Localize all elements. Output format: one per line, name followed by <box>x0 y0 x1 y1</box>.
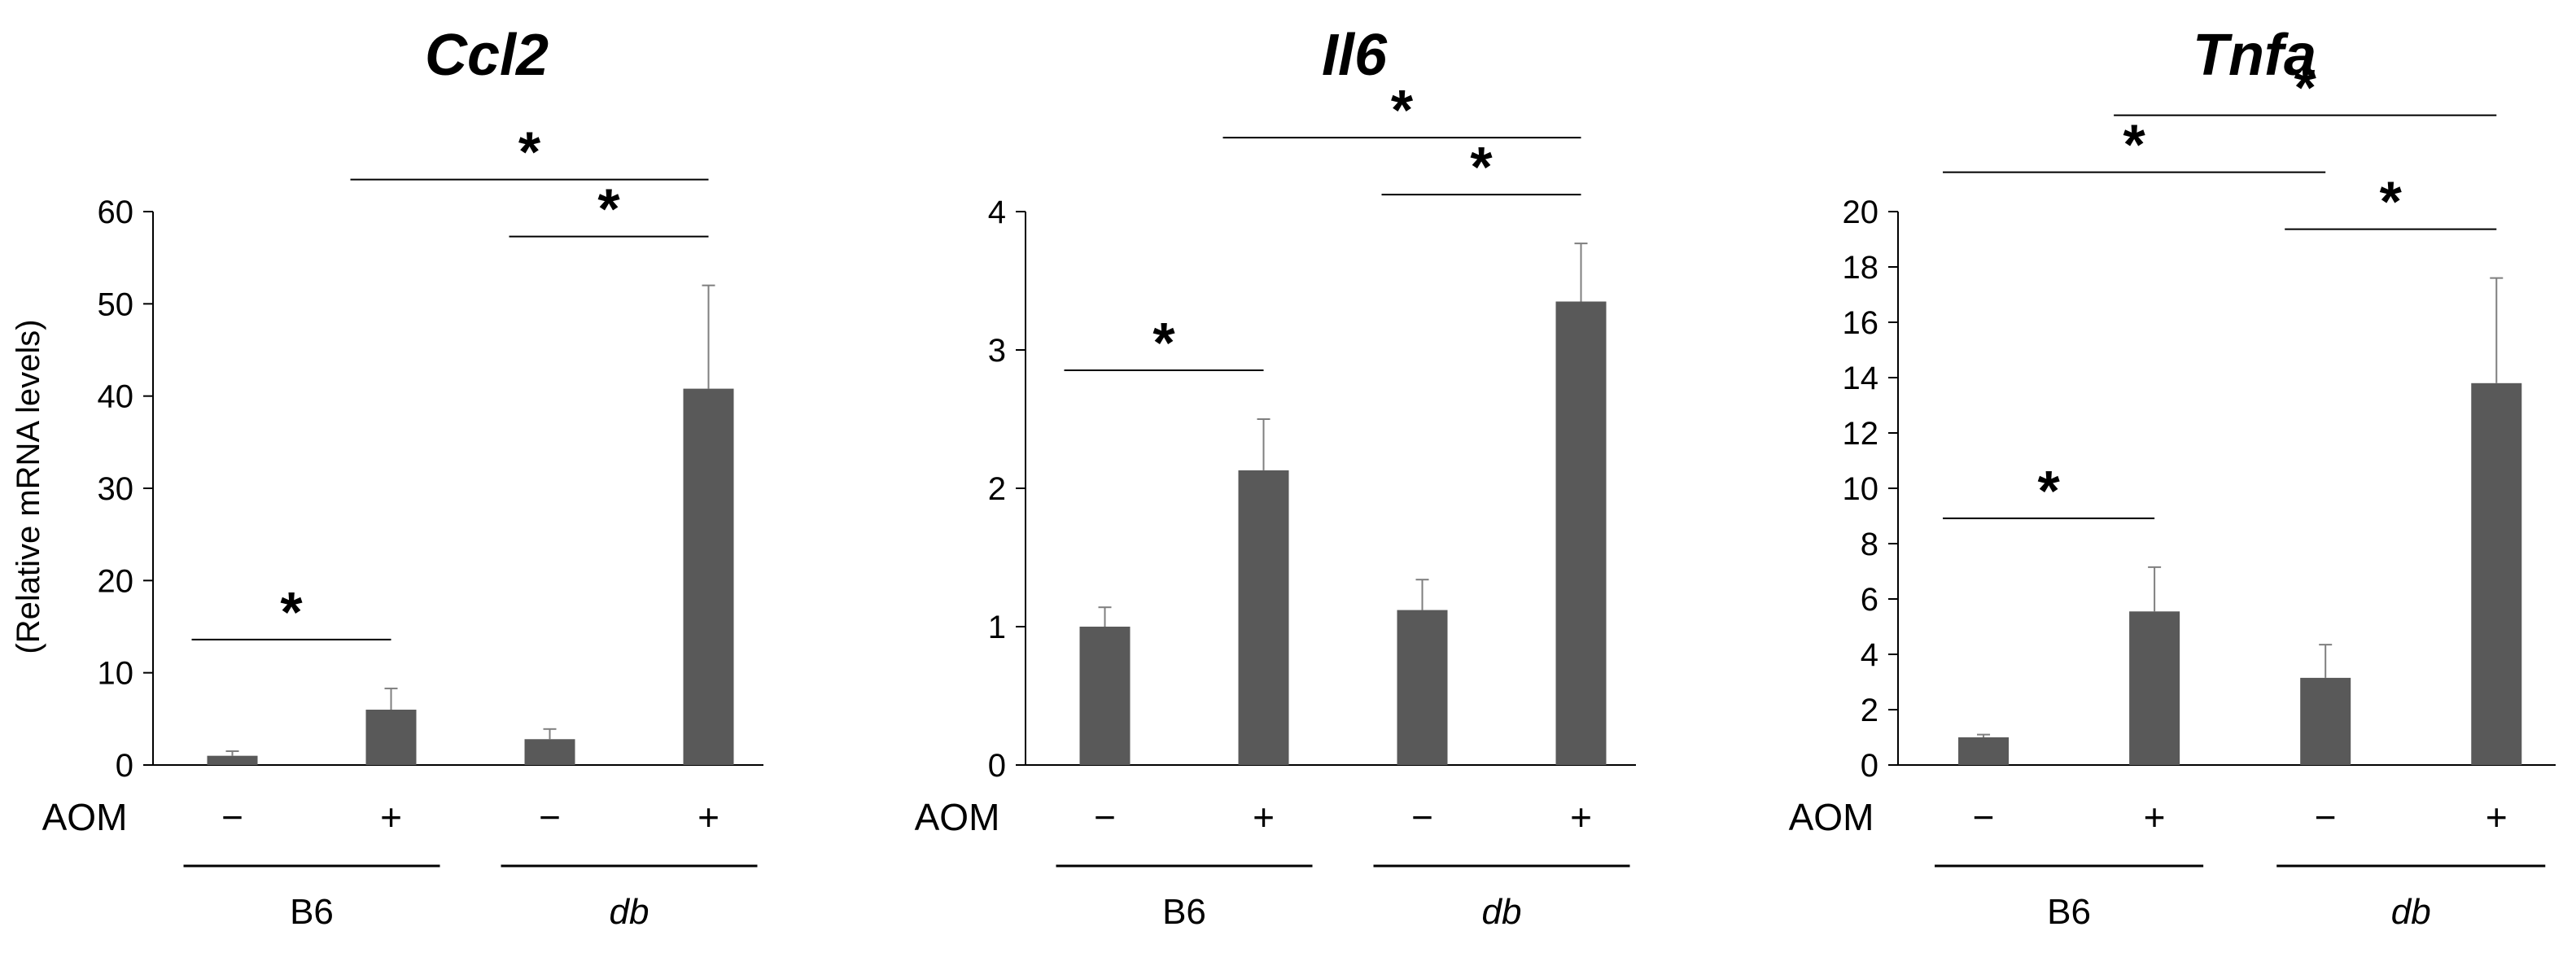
significance-star: * <box>280 580 303 644</box>
treatment-value: + <box>698 796 719 838</box>
y-tick-label: 30 <box>98 471 134 507</box>
y-tick-label: 2 <box>988 471 1006 507</box>
y-tick-label: 40 <box>98 379 134 415</box>
significance-star: * <box>2294 56 2317 120</box>
y-tick-label: 0 <box>988 748 1006 784</box>
group-label: B6 <box>1162 892 1206 932</box>
treatment-label: AOM <box>915 796 1000 838</box>
chart-title: Tnfa <box>2193 23 2316 88</box>
treatment-value: + <box>380 796 402 838</box>
group-label: B6 <box>2047 892 2091 932</box>
y-tick-label: 4 <box>988 195 1006 230</box>
group-label: db <box>1482 892 1522 932</box>
y-tick-label: 50 <box>98 286 134 322</box>
y-tick-label: 8 <box>1861 527 1878 562</box>
y-tick-label: 0 <box>116 748 133 784</box>
treatment-value: − <box>2315 796 2337 838</box>
bar <box>365 710 417 765</box>
y-tick-label: 18 <box>1843 250 1879 286</box>
significance-star: * <box>2123 113 2145 177</box>
bar <box>1079 627 1131 765</box>
treatment-value: + <box>1570 796 1592 838</box>
bar <box>1555 301 1607 765</box>
bar <box>1958 737 2010 765</box>
group-label: db <box>2391 892 2431 932</box>
treatment-value: − <box>1094 796 1116 838</box>
y-tick-label: 20 <box>1843 195 1879 230</box>
significance-star: * <box>2380 170 2403 234</box>
bar <box>2129 611 2180 765</box>
y-tick-label: 0 <box>1861 748 1878 784</box>
chart-title: Ccl2 <box>425 23 549 88</box>
y-tick-label: 20 <box>98 563 134 599</box>
significance-star: * <box>518 120 541 184</box>
y-tick-label: 1 <box>988 610 1006 645</box>
y-tick-label: 3 <box>988 333 1006 369</box>
bar <box>207 755 258 765</box>
bar <box>2300 677 2351 765</box>
chart-title: Il6 <box>1322 23 1388 88</box>
y-tick-label: 6 <box>1861 582 1878 618</box>
y-axis-label: (Relative mRNA levels) <box>11 319 46 654</box>
bar <box>1397 610 1448 765</box>
significance-star: * <box>1470 135 1493 199</box>
treatment-label: AOM <box>1789 796 1874 838</box>
treatment-value: − <box>1411 796 1433 838</box>
treatment-value: + <box>2486 796 2508 838</box>
y-tick-label: 10 <box>98 656 134 692</box>
y-tick-label: 4 <box>1861 637 1878 673</box>
y-tick-label: 14 <box>1843 361 1879 396</box>
y-tick-label: 2 <box>1861 693 1878 728</box>
y-tick-label: 10 <box>1843 471 1879 507</box>
group-label: B6 <box>290 892 334 932</box>
significance-star: * <box>2037 459 2060 522</box>
treatment-label: AOM <box>42 796 128 838</box>
significance-star: * <box>597 177 620 241</box>
y-tick-label: 12 <box>1843 416 1879 452</box>
treatment-value: + <box>1253 796 1275 838</box>
y-tick-label: 60 <box>98 195 134 230</box>
treatment-value: − <box>221 796 243 838</box>
significance-star: * <box>1391 78 1414 142</box>
bar <box>683 388 734 765</box>
treatment-value: + <box>2144 796 2166 838</box>
treatment-value: − <box>539 796 561 838</box>
y-tick-label: 16 <box>1843 305 1879 341</box>
treatment-value: − <box>1973 796 1995 838</box>
significance-star: * <box>1152 311 1175 374</box>
bar <box>524 739 575 765</box>
bar <box>2471 383 2522 765</box>
bar <box>1238 470 1289 765</box>
group-label: db <box>610 892 649 932</box>
